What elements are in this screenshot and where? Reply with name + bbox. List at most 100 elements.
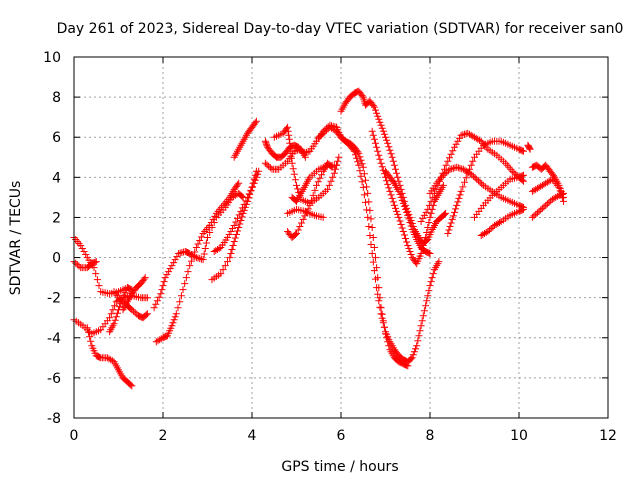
data-point [469,157,477,165]
data-point [380,323,388,331]
data-point [380,130,388,138]
data-point [235,211,243,219]
data-point [537,206,545,214]
plot-frame [73,56,609,419]
data-point [288,159,296,167]
series-arc-aa [471,171,527,221]
data-point [287,149,295,157]
data-point [397,193,405,201]
data-point [520,147,527,155]
data-point [377,121,385,129]
data-point [372,275,379,283]
data-point [424,224,432,231]
data-point [442,209,450,217]
data-point [376,155,384,163]
data-point [456,191,464,199]
data-point [242,197,250,205]
data-point [352,151,359,159]
data-point [386,146,394,154]
data-point [143,310,151,318]
data-point [251,119,259,127]
data-point [77,242,85,249]
data-point [467,161,475,169]
data-point [173,253,181,261]
data-point [533,209,541,217]
data-point [373,109,381,117]
data-point [230,238,238,245]
data-point [382,133,389,141]
data-point [362,198,369,206]
data-point [311,186,319,194]
data-point [316,174,324,182]
data-point [449,147,457,155]
series-arc-k [210,167,263,255]
data-point [231,234,239,242]
data-point [288,154,295,162]
data-point [117,296,125,304]
data-point [234,227,241,235]
data-point [468,171,476,179]
data-point [369,131,377,139]
data-point [176,298,184,306]
data-point [191,253,199,261]
series-arc-z [444,137,527,237]
series-arc-p [284,159,336,241]
data-point [425,287,433,295]
data-point [379,319,387,327]
data-point [452,205,460,213]
data-point [330,169,338,177]
data-point [286,139,294,147]
data-point [406,219,414,226]
data-point [106,314,114,322]
data-point [420,211,428,219]
data-point [325,181,333,189]
data-point [407,355,415,363]
data-point [444,157,452,165]
data-point [428,274,436,282]
data-point [211,212,219,220]
data-point [423,229,431,236]
data-point [427,197,435,205]
data-point [123,284,131,292]
data-point [262,139,270,147]
data-point [335,153,343,161]
data-point [530,212,538,220]
data-point [402,205,409,213]
series-arc-q [284,205,327,221]
data-point [333,161,341,169]
y-tick-label: 6 [52,130,61,146]
data-point [244,193,252,201]
data-point [429,193,437,201]
data-point [368,127,376,135]
x-tick-label: 0 [70,428,79,444]
data-point [172,310,180,318]
data-point [197,233,205,241]
data-point [370,135,378,143]
data-point [227,250,235,257]
x-tick-label: 12 [599,428,617,444]
data-point [413,342,421,350]
data-point [296,223,304,230]
data-point [545,198,553,206]
data-point [240,200,248,208]
data-point [444,230,452,237]
data-point [306,201,314,209]
data-point [182,274,190,282]
data-point [80,248,88,255]
data-point [75,262,83,270]
data-point [408,354,416,362]
data-point [394,210,402,218]
data-point [128,306,136,314]
data-point [170,316,178,324]
data-point [208,224,216,231]
data-point [263,161,271,169]
data-point [393,207,401,215]
data-point [487,225,495,232]
data-point [395,213,403,221]
data-point [249,183,257,191]
data-point [398,196,406,204]
data-point [116,303,124,311]
data-point [459,183,467,191]
data-point [234,214,241,222]
